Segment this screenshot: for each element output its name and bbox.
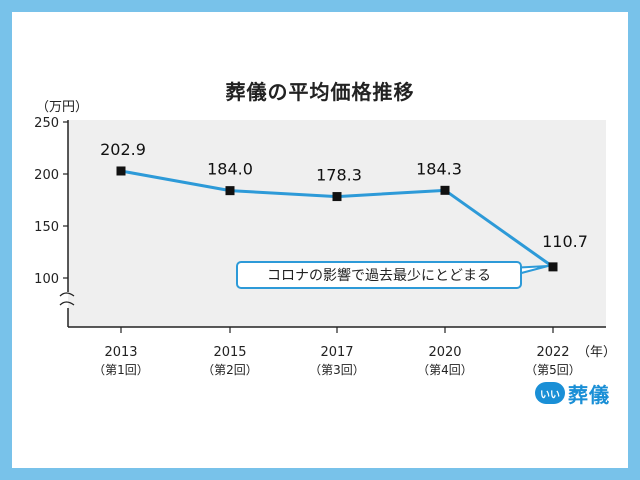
- x-tick-sublabel: （第1回）: [93, 363, 149, 377]
- x-tick-sublabel: （第2回）: [202, 363, 258, 377]
- x-tick-sublabel: （第5回）: [525, 363, 581, 377]
- logo-text: 葬儀: [568, 382, 610, 407]
- data-point-marker: [548, 262, 558, 272]
- axis-break-mark-lower: [59, 301, 75, 306]
- x-tick-label: 2015: [213, 345, 246, 360]
- data-label: 184.3: [416, 159, 462, 178]
- data-point-marker: [440, 185, 450, 195]
- data-label: 202.9: [100, 140, 146, 159]
- data-point-marker: [225, 186, 235, 196]
- annotation-text: コロナの影響で過去最少にとどまる: [267, 268, 491, 284]
- x-axis-unit-label: （年）: [577, 345, 616, 360]
- axis-break-mark-upper: [59, 292, 75, 297]
- y-tick-label: 250: [34, 116, 59, 131]
- data-label: 178.3: [316, 166, 362, 185]
- brand-logo: いい 葬儀: [535, 380, 610, 407]
- y-tick-label: 100: [34, 272, 59, 287]
- x-tick-label: 2022: [536, 345, 569, 360]
- x-tick-sublabel: （第4回）: [417, 363, 473, 377]
- x-tick-label: 2017: [320, 345, 353, 360]
- x-tick-label: 2020: [428, 345, 461, 360]
- data-point-marker: [116, 166, 126, 176]
- data-label: 110.7: [542, 232, 588, 251]
- chart-title: 葬儀の平均価格推移: [225, 80, 415, 104]
- y-axis-unit-label: （万円）: [36, 100, 89, 115]
- x-tick-label: 2013: [104, 345, 137, 360]
- annotation-callout: コロナの影響で過去最少にとどまる: [236, 261, 522, 289]
- x-tick-sublabel: （第3回）: [309, 363, 365, 377]
- y-tick-label: 150: [34, 220, 59, 235]
- data-point-marker: [332, 192, 342, 202]
- plot-area: [68, 120, 606, 327]
- y-tick-label: 200: [34, 168, 59, 183]
- logo-badge: いい: [535, 382, 565, 404]
- data-label: 184.0: [207, 160, 253, 179]
